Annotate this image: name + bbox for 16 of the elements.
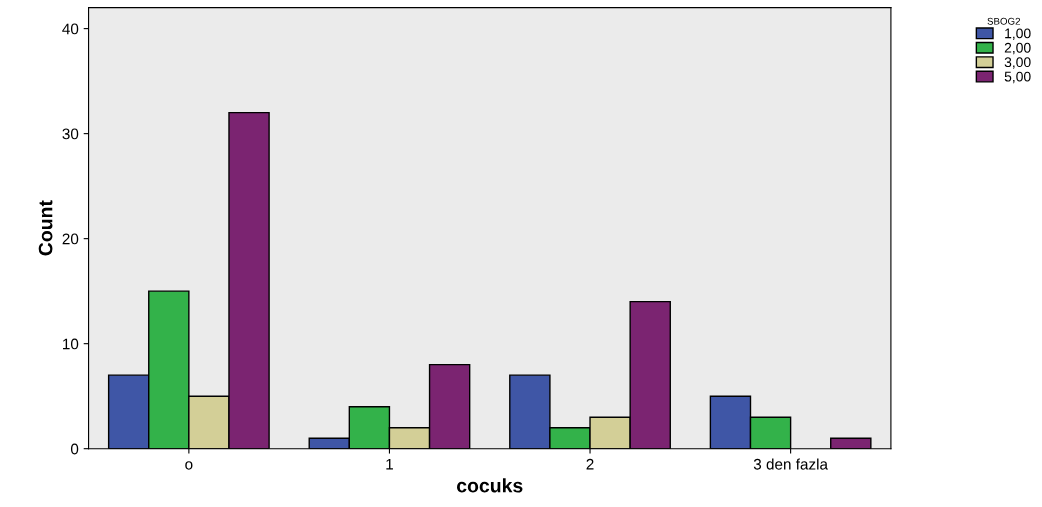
y-tick-label: 10 bbox=[63, 338, 79, 350]
y-tick-label: 20 bbox=[62, 233, 79, 245]
y-tick-label: 40 bbox=[62, 23, 79, 35]
x-tick-label: 3 den fazla bbox=[753, 458, 828, 470]
legend-title: SBOG2 bbox=[987, 17, 1021, 25]
legend-label: 5,00 bbox=[1004, 71, 1031, 84]
legend-label: 1,00 bbox=[1005, 28, 1031, 40]
x-tick-label: o bbox=[185, 461, 193, 470]
x-tick-label: 1 bbox=[386, 458, 393, 470]
legend-label: 3,00 bbox=[1004, 57, 1031, 69]
y-tick-label: 0 bbox=[70, 443, 79, 455]
y-axis-title: Count bbox=[38, 200, 53, 256]
x-axis-title: cocuks bbox=[457, 478, 523, 493]
legend-label: 2,00 bbox=[1004, 42, 1031, 55]
y-tick-label: 30 bbox=[62, 128, 79, 140]
x-tick-label: 2 bbox=[586, 458, 594, 470]
